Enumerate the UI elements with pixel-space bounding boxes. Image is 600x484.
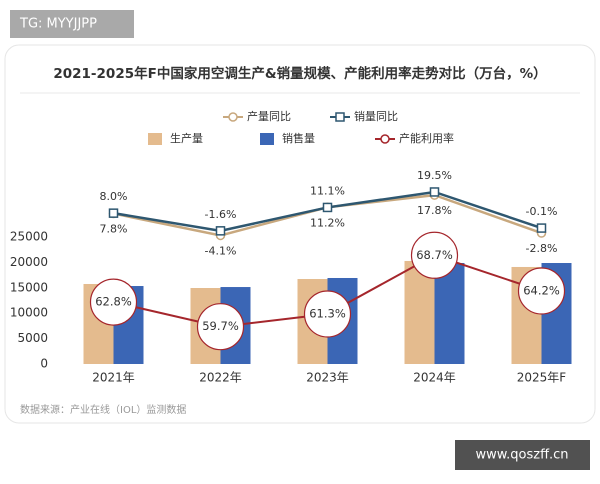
legend-label: 产量同比 [247, 109, 291, 123]
url: www.qoszff.cn [475, 448, 568, 463]
value-label: 59.7% [202, 319, 239, 333]
value-label: -1.6% [205, 208, 237, 221]
legend-label: 销量同比 [354, 109, 398, 123]
legend-label: 产能利用率 [399, 131, 454, 145]
x-tick-label: 2023年 [306, 371, 349, 385]
value-label: -0.1% [526, 205, 558, 218]
marker [108, 208, 119, 218]
x-tick-label: 2025年F [517, 371, 567, 385]
legend-swatch [228, 112, 238, 122]
value-label: 7.8% [100, 223, 128, 236]
y-tick-label: 0 [40, 357, 48, 371]
y-tick-label: 25000 [10, 230, 48, 244]
marker [410, 231, 459, 279]
marker [196, 303, 245, 351]
value-label: 62.8% [95, 295, 132, 309]
legend-swatch [260, 133, 274, 145]
value-label: 61.3% [309, 306, 346, 320]
card [4, 44, 596, 424]
legend-swatch [335, 112, 345, 122]
marker [536, 223, 547, 233]
value-label: 11.1% [310, 184, 345, 197]
value-label: -4.1% [205, 244, 237, 257]
value-label: 64.2% [523, 283, 560, 297]
legend-swatch [148, 133, 162, 145]
legend-swatch [380, 134, 390, 144]
y-tick-label: 5000 [17, 331, 48, 345]
x-tick-label: 2022年 [199, 371, 242, 385]
value-label: 8.0% [100, 190, 128, 203]
badge-bg [10, 10, 134, 38]
y-tick-label: 20000 [10, 255, 48, 269]
marker [429, 187, 440, 197]
value-label: 68.7% [416, 248, 453, 262]
url-bg [455, 440, 590, 470]
value-label: 17.8% [417, 204, 452, 217]
value-label: 19.5% [417, 169, 452, 182]
x-tick-label: 2024年 [413, 371, 456, 385]
value-label: -2.8% [526, 242, 558, 255]
chart-title: 2021-2025年F中国家用空调生产&销量规模、产能利用率走势对比（万台，%） [53, 65, 546, 82]
value-label: 11.2% [310, 216, 345, 229]
marker [517, 267, 566, 315]
source: 数据来源：产业在线（IOL）监测数据 [20, 403, 186, 416]
x-tick-label: 2021年 [92, 371, 135, 385]
marker [215, 226, 226, 236]
marker [303, 290, 352, 338]
y-tick-label: 10000 [10, 306, 48, 320]
marker [322, 202, 333, 213]
badge: TG: MYYJJPP [19, 17, 97, 32]
bar [434, 263, 465, 364]
legend-label: 生产量 [170, 131, 203, 145]
y-tick-label: 15000 [10, 280, 48, 294]
legend-label: 销售量 [282, 131, 315, 145]
marker [89, 278, 138, 326]
